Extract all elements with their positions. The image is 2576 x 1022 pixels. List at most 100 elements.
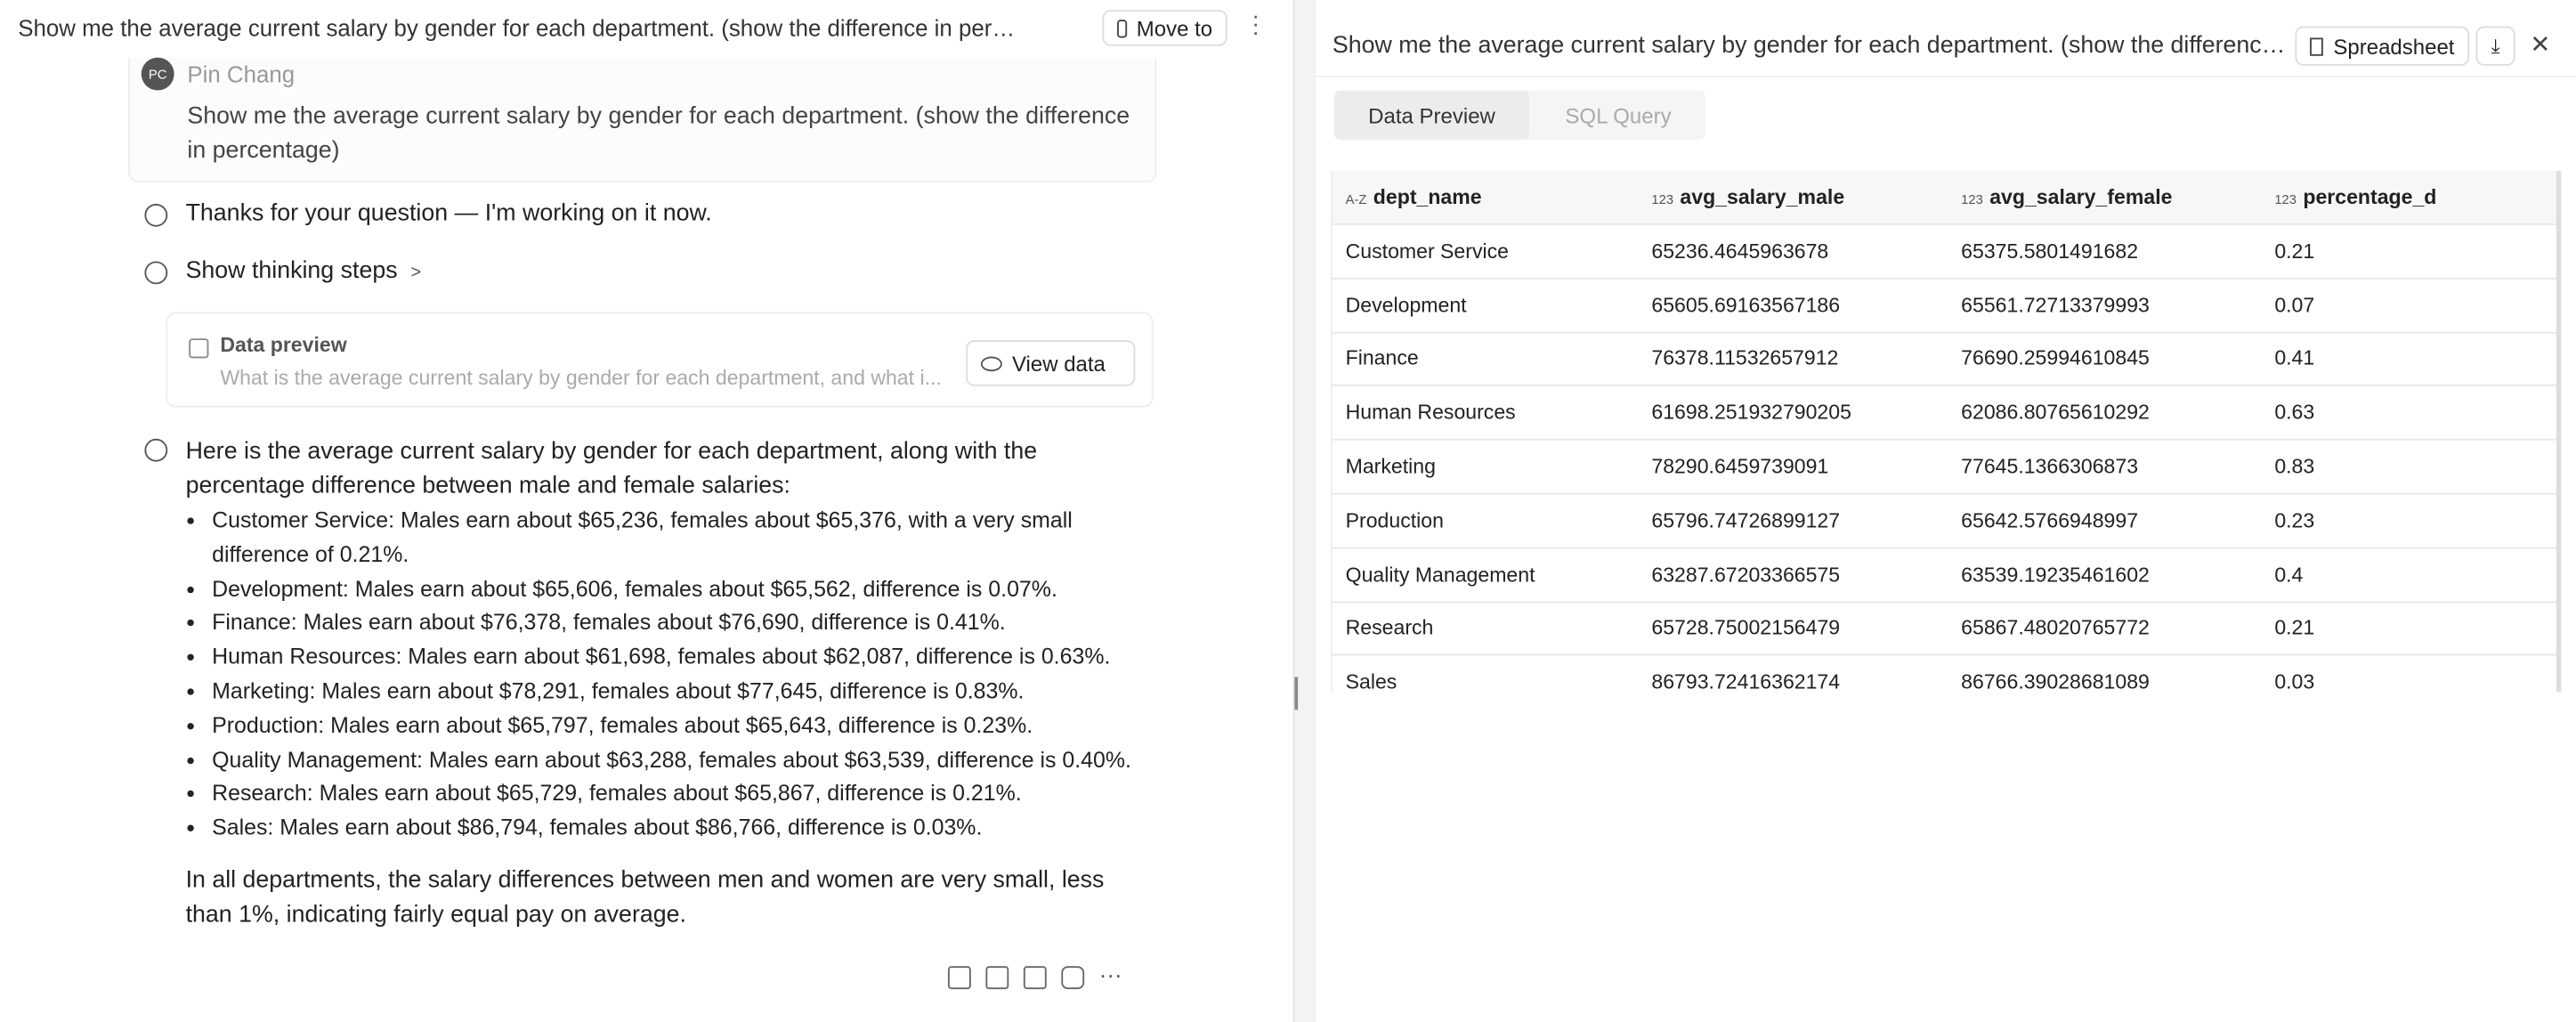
column-name: percentage_d xyxy=(2303,185,2437,209)
table-cell: 76378.11532657912 xyxy=(1638,332,1948,387)
ack-text: Thanks for your question — I'm working o… xyxy=(185,200,712,227)
bot-icon xyxy=(144,261,168,285)
table-cell: 0.03 xyxy=(2261,655,2558,693)
table-cell: Marketing xyxy=(1332,440,1639,495)
table-cell: Finance xyxy=(1332,332,1639,387)
tab-sql-query[interactable]: SQL Query xyxy=(1565,102,1672,128)
table-cell: 63287.67203366575 xyxy=(1638,548,1948,603)
spreadsheet-button[interactable]: Spreadsheet xyxy=(2295,26,2470,66)
table-cell: 0.23 xyxy=(2261,493,2558,549)
column-header: 123 avg_salary_male xyxy=(1638,170,1948,225)
table-row: Development 65605.69163567186 65561.727133… xyxy=(1332,278,2558,333)
table-cell: 63539.19235461602 xyxy=(1948,548,2262,603)
table-cell: 65867.48020765772 xyxy=(1948,601,2262,657)
table-cell: Sales xyxy=(1332,655,1639,693)
table-cell: Production xyxy=(1332,493,1639,549)
table-cell: 65642.5766948997 xyxy=(1948,493,2262,549)
data-preview-card: Data preview What is the average current… xyxy=(166,312,1154,408)
bot-icon xyxy=(144,203,168,227)
answer-bullet: Human Resources: Males earn about $61,69… xyxy=(212,641,1154,675)
table-cell: 78290.6459739091 xyxy=(1638,440,1948,495)
table-cell: Development xyxy=(1332,278,1639,333)
table-cell: 65728.75002156479 xyxy=(1638,601,1948,657)
chat-title: Show me the average current salary by ge… xyxy=(18,14,1016,42)
table-cell: 0.63 xyxy=(2261,385,2558,441)
answer-bullet: Sales: Males earn about $86,794, females… xyxy=(212,812,1154,846)
table-cell: Research xyxy=(1332,601,1639,657)
column-name: dept_name xyxy=(1373,185,1482,209)
table-cell: 0.4 xyxy=(2261,548,2558,603)
splitter[interactable] xyxy=(1292,0,1316,1022)
chat-panel: Show me the average current salary by ge… xyxy=(0,0,1293,1022)
view-data-button[interactable]: View data xyxy=(966,340,1136,386)
scrollbar xyxy=(2556,170,2562,693)
table-cell: 86766.39028681089 xyxy=(1948,655,2262,693)
table-row: Production 65796.74726899127 65642.5766948… xyxy=(1332,493,2558,549)
table-cell: 65236.4645963678 xyxy=(1638,223,1948,280)
data-panel: Show me the average current salary by ge… xyxy=(1314,0,2576,1022)
table-cell: 65375.5801491682 xyxy=(1948,223,2262,280)
answer-bullet: Customer Service: Males earn about $65,2… xyxy=(212,505,1154,573)
column-header: A-Z dept_name xyxy=(1332,170,1639,225)
answer-bullet: Production: Males earn about $65,797, fe… xyxy=(212,710,1154,743)
table-cell: 86793.72416362174 xyxy=(1638,655,1948,693)
answer-bullet: Marketing: Males earn about $78,291, fem… xyxy=(212,676,1154,710)
column-name: avg_salary_male xyxy=(1680,185,1845,209)
thumbs-down[interactable] xyxy=(985,966,1009,990)
user-message: PC Pin Chang Show me the average current… xyxy=(127,57,1157,182)
column-type: 123 xyxy=(1651,191,1674,207)
spreadsheet-label: Spreadsheet xyxy=(2333,33,2455,59)
thinking-label: Show thinking steps xyxy=(185,257,398,285)
table-cell: 62086.80765610292 xyxy=(1948,385,2262,441)
table-row: Sales 86793.72416362174 86766.39028681089 0… xyxy=(1332,655,2558,693)
more-actions[interactable]: ··· xyxy=(1098,961,1122,988)
bot-action[interactable] xyxy=(1061,966,1085,990)
table-cell: Customer Service xyxy=(1332,223,1639,280)
table-cell: Human Resources xyxy=(1332,385,1639,441)
column-header: 123 percentage_d xyxy=(2261,170,2558,225)
table-cell: 65605.69163567186 xyxy=(1638,278,1948,333)
table-row: Research 65728.75002156479 65867.480207657… xyxy=(1332,601,2558,657)
download-button[interactable]: ⤓ xyxy=(2475,26,2515,66)
chevron: > xyxy=(410,263,422,283)
table-cell: 77645.1366306873 xyxy=(1948,440,2262,495)
table-cell: 0.21 xyxy=(2261,601,2558,657)
table-cell: 61698.251932790205 xyxy=(1638,385,1948,441)
answer-bullet: Quality Management: Males earn about $63… xyxy=(212,743,1154,777)
table-cell: 0.21 xyxy=(2261,223,2558,280)
feedback-actions: ··· xyxy=(947,961,1122,990)
table-row: Quality Management 63287.67203366575 63539… xyxy=(1332,548,2558,603)
data-table-wrap: A-Z dept_name 123 avg_salary_male 123 avg_sal… xyxy=(1331,170,2558,693)
close-button[interactable]: ✕ xyxy=(2530,31,2551,60)
column-name: avg_salary_female xyxy=(1989,185,2173,209)
thumbs-up[interactable] xyxy=(947,966,971,990)
answer-bullet: Research: Males earn about $65,729, fema… xyxy=(212,778,1154,812)
save[interactable] xyxy=(1023,966,1047,990)
table-icon xyxy=(189,338,209,359)
tabs: Data Preview SQL Query xyxy=(1333,90,1705,140)
move-to-label: Move to xyxy=(1136,15,1213,41)
table-row: Marketing 78290.6459739091 77645.136630687… xyxy=(1332,440,2558,495)
table-cell: 65796.74726899127 xyxy=(1638,493,1948,549)
move-to-button[interactable]: Move to xyxy=(1102,10,1227,46)
column-type: 123 xyxy=(1961,191,1983,207)
more-menu[interactable]: · · · xyxy=(1252,1,1260,45)
tab-data-preview[interactable]: Data Preview xyxy=(1333,90,1530,140)
thinking-toggle[interactable]: Show thinking steps > xyxy=(186,258,422,285)
table-row: Customer Service 65236.4645963678 65375.58… xyxy=(1332,223,2558,280)
preview-subtitle: What is the average current salary by ge… xyxy=(220,366,942,390)
table-cell: 76690.25994610845 xyxy=(1948,332,2262,387)
table-cell: 65561.72713379993 xyxy=(1948,278,2262,333)
data-table: A-Z dept_name 123 avg_salary_male 123 avg_sal… xyxy=(1332,170,2558,693)
divider xyxy=(1314,75,2576,77)
bot-icon xyxy=(144,438,168,462)
preview-title: Data preview xyxy=(220,333,347,357)
avatar: PC xyxy=(141,57,174,91)
column-type: 123 xyxy=(2274,191,2297,207)
answer-list: Customer Service: Males earn about $65,2… xyxy=(186,505,1155,847)
answer-intro: Here is the average current salary by ge… xyxy=(185,438,1038,500)
column-header: 123 avg_salary_female xyxy=(1948,170,2262,225)
view-data-label: View data xyxy=(1011,351,1106,376)
answer-bullet: Development: Males earn about $65,606, f… xyxy=(212,572,1154,606)
